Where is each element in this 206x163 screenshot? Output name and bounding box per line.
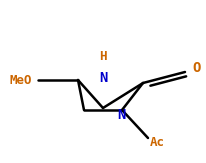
Text: O: O — [191, 61, 199, 75]
Text: N: N — [116, 108, 125, 122]
Text: Ac: Ac — [149, 136, 164, 149]
Text: N: N — [98, 71, 107, 85]
Text: H: H — [99, 51, 106, 64]
Text: MeO: MeO — [10, 74, 32, 87]
